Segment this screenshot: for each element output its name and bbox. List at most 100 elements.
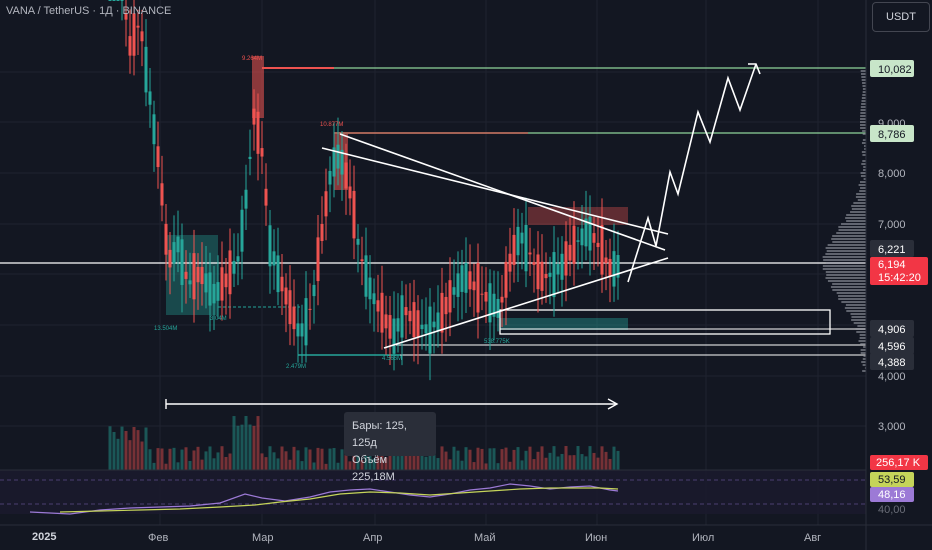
candle-body — [268, 225, 272, 267]
candle-body — [332, 147, 336, 177]
volume-bar — [224, 456, 228, 470]
volume-bar — [604, 451, 608, 470]
zone-green-may — [500, 318, 628, 330]
profile-bar — [862, 139, 866, 141]
candle-body — [360, 259, 364, 262]
candle-body — [436, 312, 440, 332]
candle-body — [312, 284, 316, 297]
volume-bar — [432, 452, 436, 470]
zone-box — [499, 309, 831, 335]
candle-body — [476, 263, 480, 313]
volume-bar — [424, 456, 428, 470]
volume-bar — [288, 459, 292, 470]
candle-body — [544, 273, 548, 279]
candle-body — [284, 287, 288, 305]
profile-bar — [862, 364, 866, 366]
volume-bar — [160, 448, 164, 470]
volume-bar — [412, 455, 416, 470]
volume-bar — [132, 426, 136, 470]
candle-body — [556, 264, 560, 275]
candle-body — [472, 281, 476, 291]
volume-bar — [516, 447, 520, 470]
profile-bar — [859, 181, 866, 183]
xtick-apr: Апр — [363, 532, 382, 544]
candle-body — [492, 293, 496, 317]
candle-body — [304, 298, 308, 346]
volume-bar — [608, 458, 612, 470]
volume-bar — [152, 462, 156, 470]
candle-body — [168, 249, 172, 268]
candle-body — [580, 228, 584, 246]
profile-bar — [860, 343, 866, 345]
volume-bar — [564, 446, 568, 470]
candle-body — [328, 170, 332, 185]
volume-bar — [352, 450, 356, 470]
profile-bar — [860, 124, 866, 126]
volume-bar — [472, 462, 476, 470]
profile-bar — [855, 196, 866, 198]
annot-2: 10.877M — [320, 122, 343, 128]
candle-body — [584, 218, 588, 247]
volume-bar — [372, 458, 376, 470]
volume-bar — [116, 438, 120, 470]
candle-body — [316, 237, 320, 282]
profile-bar — [860, 115, 866, 117]
xtick-year: 2025 — [32, 531, 57, 543]
volume-bar — [556, 456, 560, 470]
candle-body — [592, 233, 596, 243]
volume-bar — [456, 450, 460, 470]
volume-bar — [272, 452, 276, 470]
candle-body — [324, 191, 328, 217]
profile-bar — [838, 229, 866, 231]
volume-bar — [328, 448, 332, 470]
tick-4388: 4,388 — [878, 357, 906, 369]
profile-bar — [841, 223, 866, 225]
candle-body — [420, 324, 424, 330]
candle-body — [488, 283, 492, 323]
candle-body — [292, 306, 296, 330]
candle-body — [572, 225, 576, 264]
candle-body — [552, 252, 556, 298]
profile-bar — [861, 142, 866, 144]
volume-bar — [612, 446, 616, 470]
tick-4906: 4,906 — [878, 324, 906, 336]
volume-bar — [208, 446, 212, 470]
candle-body — [156, 146, 160, 168]
volume-bar — [496, 463, 500, 470]
volume-bar — [316, 447, 320, 470]
profile-bar — [864, 367, 866, 369]
currency-button[interactable]: USDT — [872, 2, 930, 32]
candle-body — [524, 224, 528, 272]
candles — [108, 0, 620, 381]
candle-body — [400, 295, 404, 338]
candle-body — [372, 293, 376, 305]
candle-body — [244, 189, 248, 209]
candle-body — [568, 244, 572, 261]
candle-body — [116, 0, 120, 1]
volume-bar — [480, 448, 484, 470]
rsi-extra: 40,00 — [878, 504, 906, 516]
volume-bar — [368, 446, 372, 470]
profile-bar — [822, 265, 866, 267]
candle-body — [120, 0, 124, 1]
volume-bar — [524, 450, 528, 470]
candle-body — [376, 300, 380, 312]
profile-bar — [856, 331, 866, 333]
profile-bar — [850, 211, 866, 213]
candle-body — [456, 273, 460, 297]
volume-bar — [408, 454, 412, 470]
profile-bar — [862, 91, 866, 93]
trendline-lower — [383, 257, 669, 349]
candle-body — [276, 255, 280, 293]
candle-body — [128, 36, 132, 56]
profile-bar — [826, 250, 866, 252]
volume-bar — [528, 446, 532, 470]
volume-bar — [196, 446, 200, 470]
volume-bar — [548, 452, 552, 470]
profile-bar — [860, 112, 866, 114]
tick-7000: 7,000 — [878, 219, 906, 231]
volume-bar — [216, 452, 220, 470]
volume-bar — [292, 446, 296, 470]
volume-bar — [176, 462, 180, 470]
